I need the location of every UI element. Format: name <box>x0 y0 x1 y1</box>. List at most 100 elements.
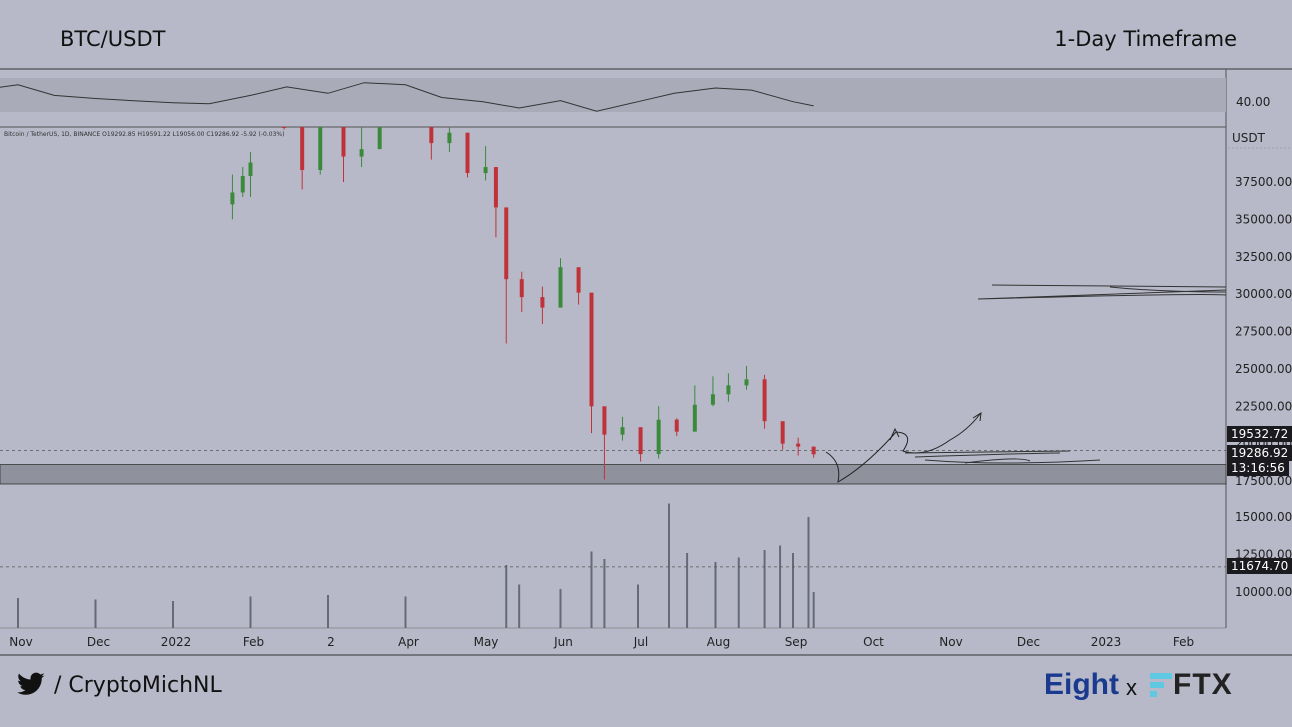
candle-body <box>483 167 488 174</box>
candle-body <box>359 149 364 157</box>
scribble-drawing <box>904 450 1101 464</box>
volume-bar <box>518 584 521 628</box>
scribble-drawing <box>977 284 1227 300</box>
arrow-head-icon <box>972 412 982 422</box>
time-tick-label: Oct <box>863 635 884 649</box>
time-tick-label: Nov <box>9 635 32 649</box>
time-tick-label: Feb <box>243 635 264 649</box>
time-tick-label: Jul <box>633 635 648 649</box>
price-tick-label: 35000.00 <box>1235 212 1292 226</box>
candle-body <box>282 127 287 128</box>
candle-body <box>240 176 245 193</box>
price-unit-label: USDT <box>1232 131 1266 145</box>
candle-body <box>493 167 498 208</box>
candle-body <box>780 421 785 444</box>
price-tick-label: 17500.00 <box>1235 474 1292 488</box>
candle-body <box>300 127 305 171</box>
price-tick-label: 32500.00 <box>1235 250 1292 264</box>
candle-body <box>341 127 346 157</box>
candle-body <box>796 443 801 447</box>
candle-body <box>519 279 524 298</box>
symbol-legend: Bitcoin / TetherUS, 1D, BINANCE O19292.8… <box>4 131 285 138</box>
time-axis: Nov Dec 2022 Feb 2 Apr May Jun Jul Aug Sep Oct Nov De… <box>9 635 1194 649</box>
candle-body <box>230 192 235 205</box>
volume-bar <box>807 517 810 628</box>
time-tick-label: Aug <box>707 635 730 649</box>
price-tick-label: 37500.00 <box>1235 175 1292 189</box>
volume-bar <box>686 553 689 628</box>
time-tick-label: Apr <box>398 635 419 649</box>
time-tick-label: Dec <box>1017 635 1040 649</box>
time-tick-label: 2022 <box>161 635 192 649</box>
volume-bar <box>172 601 174 628</box>
candle-body <box>465 132 470 174</box>
twitter-handle[interactable]: / CryptoMichNL <box>54 673 222 698</box>
rsi-band <box>0 78 1226 112</box>
volume-bar <box>590 551 593 628</box>
price-tick-label: 22500.00 <box>1235 399 1292 413</box>
twitter-icon[interactable] <box>16 672 46 698</box>
support-zone <box>0 464 1227 485</box>
timeframe-label: 1-Day Timeframe <box>1054 27 1237 51</box>
time-tick-label: Jun <box>553 635 573 649</box>
volume-bar <box>792 553 794 628</box>
last-price-tag: 19286.92 <box>1227 445 1292 461</box>
brand-ftx: FTX <box>1173 668 1233 701</box>
countdown-tag: 13:16:56 <box>1227 460 1289 476</box>
time-tick-label: Nov <box>939 635 962 649</box>
ftx-logo <box>1150 673 1172 697</box>
candle-body <box>674 419 679 432</box>
time-tick-label: 2023 <box>1091 635 1122 649</box>
candle-body <box>710 394 715 405</box>
candle-body <box>602 406 607 435</box>
arrow-head-icon <box>889 427 900 441</box>
brand-separator: x <box>1126 675 1137 700</box>
time-tick-label: 2 <box>327 635 335 649</box>
volume-bar <box>327 595 329 628</box>
candle-body <box>620 427 625 435</box>
candle-body <box>576 267 581 293</box>
candle-body <box>811 446 816 455</box>
time-tick-label: Sep <box>785 635 808 649</box>
level-price-tag: 19532.72 <box>1227 426 1292 442</box>
time-tick-label: Feb <box>1173 635 1194 649</box>
volume-tick-label: 10000.00 <box>1235 585 1292 599</box>
price-tick-label: 27500.00 <box>1235 325 1292 339</box>
candle-body <box>429 127 434 144</box>
candle-body <box>762 379 767 422</box>
rsi-line <box>0 82 814 112</box>
volume-bars <box>17 503 815 628</box>
brand-eight: Eight <box>1044 668 1119 701</box>
volume-bar <box>603 559 606 628</box>
volume-bar <box>737 557 740 628</box>
candle-body <box>447 132 452 144</box>
candle-body <box>692 404 697 432</box>
volume-bar <box>779 545 782 628</box>
candle-body <box>540 297 545 308</box>
candle-body <box>558 267 563 308</box>
price-tick-label: 25000.00 <box>1235 362 1292 376</box>
volume-bar <box>668 503 670 628</box>
volume-bar <box>559 589 562 628</box>
candle-body <box>377 127 382 150</box>
candle-body <box>504 207 509 280</box>
volume-level-tag: 11674.70 <box>1227 558 1292 574</box>
candle-body <box>318 127 323 171</box>
price-chart[interactable]: 40.00 17500.0020000.0022500.0025000.0027… <box>0 68 1292 658</box>
volume-bar <box>249 596 252 628</box>
volume-bar <box>404 596 407 628</box>
volume-bar <box>637 584 639 628</box>
pair-title: BTC/USDT <box>60 27 166 51</box>
volume-bar <box>94 599 97 628</box>
volume-bar <box>505 565 508 628</box>
volume-bar <box>763 550 766 628</box>
candle-body <box>744 379 749 386</box>
candle-body <box>726 385 731 395</box>
candles <box>230 127 816 480</box>
volume-bar <box>812 592 815 628</box>
rsi-tick-label: 40.00 <box>1236 95 1270 109</box>
candle-body <box>638 427 643 455</box>
price-axis: 17500.0020000.0022500.0025000.0027500.00… <box>1235 175 1292 488</box>
candle-body <box>656 419 661 455</box>
volume-tick-label: 15000.00 <box>1235 510 1292 524</box>
